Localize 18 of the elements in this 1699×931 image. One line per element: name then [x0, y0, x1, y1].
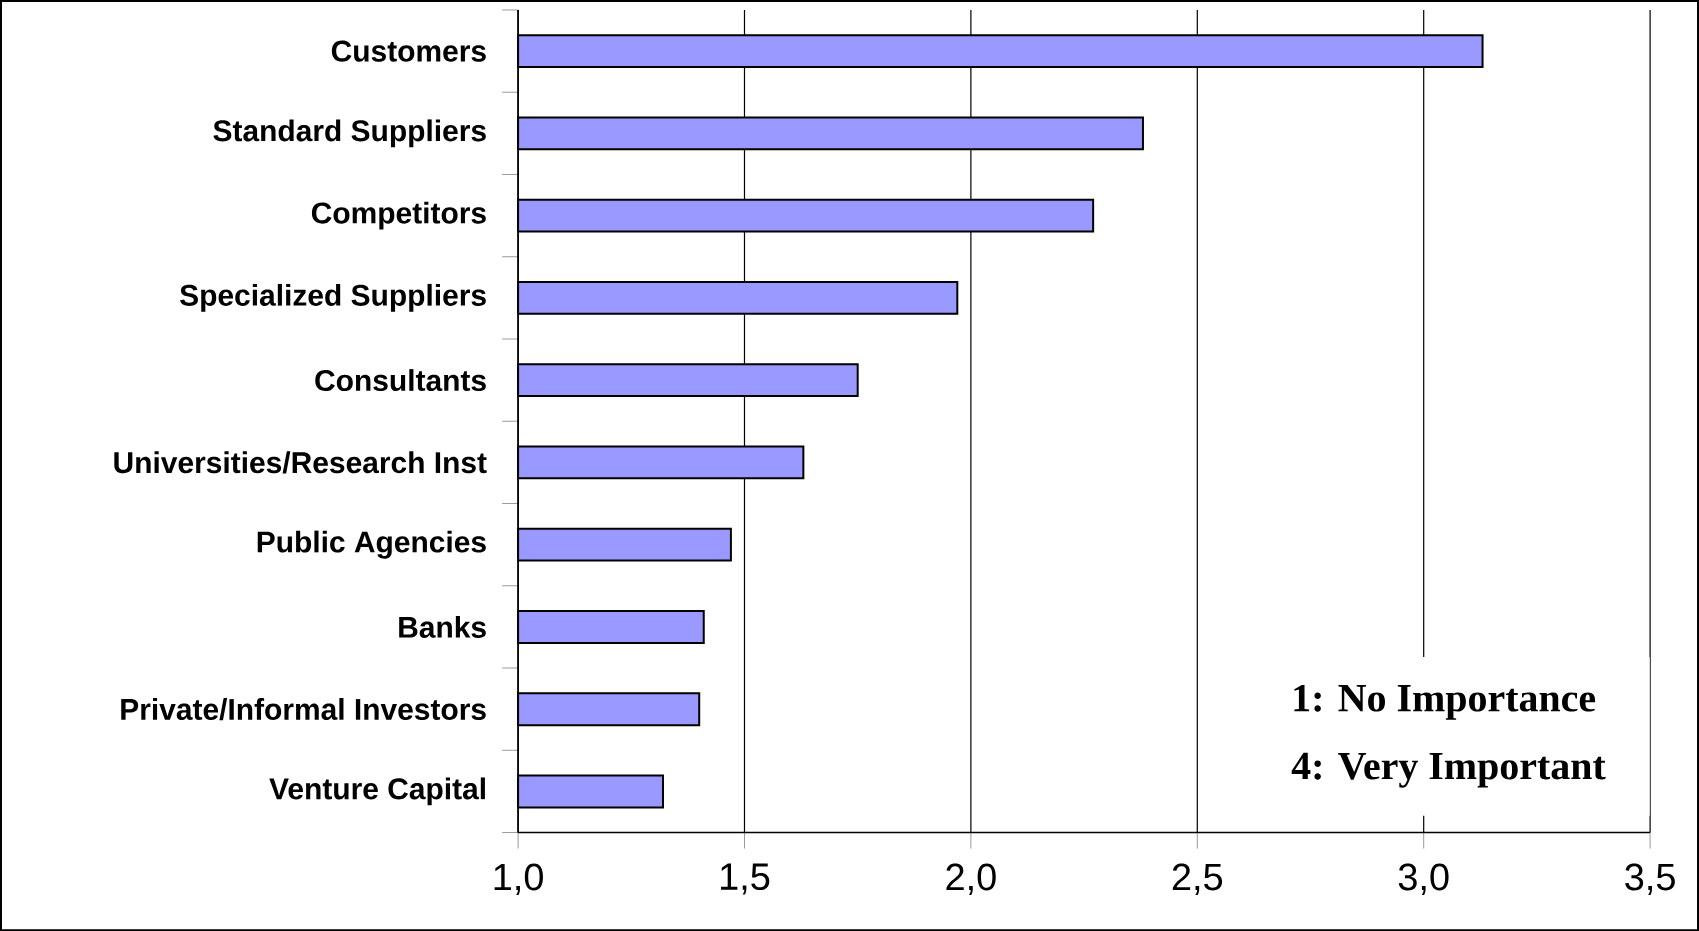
- x-tick-label: 2,0: [946, 863, 996, 895]
- x-tick-label: 3,0: [1398, 863, 1449, 895]
- y-tick-label: Banks: [399, 615, 486, 638]
- y-tick-label: Standard Suppliers: [213, 119, 486, 148]
- y-tick-label: Universities/Research Inst: [114, 451, 487, 474]
- y-tick-label: Competitors: [311, 201, 486, 230]
- y-tick-label: Public Agencies: [257, 530, 486, 559]
- annotation: 1: No Importance: [1294, 684, 1596, 720]
- y-tick-label: Venture Capital: [269, 777, 485, 806]
- annotation: 4: Very Important: [1291, 752, 1606, 788]
- x-tick-label: 1,0: [494, 863, 543, 895]
- y-tick-label: Consultants: [315, 368, 486, 391]
- y-tick-label: Specialized Suppliers: [180, 283, 486, 312]
- x-tick-label: 3,5: [1625, 863, 1675, 895]
- x-tick-label: 1,5: [721, 863, 770, 895]
- y-tick-label: Customers: [331, 40, 486, 62]
- y-tick-label: Private/Informal Investors: [121, 697, 486, 721]
- x-tick-label: 2,5: [1172, 863, 1223, 895]
